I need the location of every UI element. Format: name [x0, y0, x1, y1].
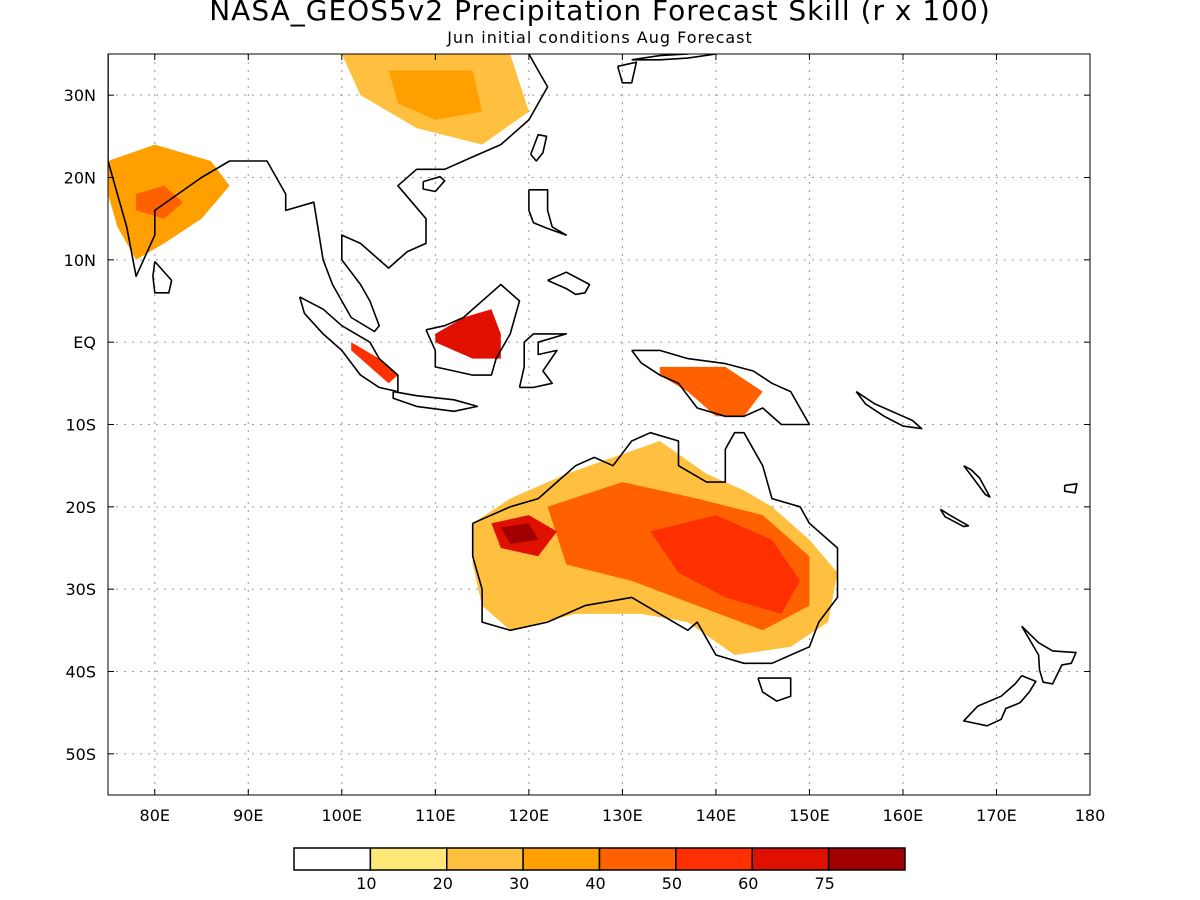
coastline-solomon: [855, 390, 923, 430]
coastline-vanuatu: [963, 464, 991, 498]
lat-tick-label: EQ: [73, 333, 96, 352]
coastline-japan-kyushu: [616, 61, 638, 84]
coastline-tasmania: [757, 677, 792, 702]
colorbar-swatch: [675, 847, 753, 871]
coastline-hainan: [422, 175, 446, 193]
colorbar-label: 75: [814, 874, 834, 893]
coastline-java: [392, 390, 479, 413]
lon-tick-label: 90E: [233, 806, 263, 825]
skill-shading: [108, 54, 838, 655]
colorbar-swatch: [446, 847, 524, 871]
coastline-mindanao: [547, 271, 591, 296]
lat-tick-label: 20S: [65, 498, 96, 517]
coastline-new-caledonia: [939, 508, 970, 528]
lat-tick-label: 20N: [64, 169, 96, 188]
coastline-taiwan: [529, 133, 548, 162]
lat-tick-label: 10N: [64, 251, 96, 270]
lon-tick-label: 170E: [976, 806, 1017, 825]
colorbar-swatch: [827, 847, 906, 871]
coastline-fiji: [1063, 482, 1078, 494]
coastline-sri-lanka: [152, 260, 173, 294]
colorbar-swatch: [751, 847, 830, 871]
coastline-asia-mainland: [108, 54, 549, 333]
lon-tick-label: 80E: [140, 806, 170, 825]
coastline-nz-north: [1021, 625, 1077, 685]
map-frame: [107, 53, 1091, 796]
colorbar-swatch: [369, 847, 448, 871]
coastline-australia: [471, 431, 839, 665]
lon-tick-label: 110E: [415, 806, 456, 825]
lat-tick-label: 30S: [65, 580, 96, 599]
colorbar: 10 20 30 40 50 60 75: [293, 847, 906, 893]
coastline-sumatra: [298, 296, 399, 393]
colorbar-label: 40: [585, 874, 605, 893]
colorbar-swatch: [522, 847, 601, 871]
lon-tick-label: 160E: [883, 806, 924, 825]
axis-ticks: 80E 90E 100E 110E 120E 130E 140E 150E 160E 170E 18…: [64, 54, 1106, 825]
colorbar-label: 60: [738, 874, 758, 893]
skill-region-sumatra: [351, 342, 398, 384]
colorbar-label: 20: [433, 874, 453, 893]
lon-tick-label: 100E: [321, 806, 362, 825]
skill-region-china-core: [388, 70, 483, 120]
colorbar-label: 50: [662, 874, 682, 893]
map-subtitle: Jun initial conditions Aug Forecast: [447, 28, 753, 47]
lat-tick-label: 10S: [65, 416, 96, 435]
lat-tick-label: 50S: [65, 745, 96, 764]
coastline-japan-honshu: [631, 54, 717, 61]
skill-region-borneo: [435, 309, 501, 359]
coastline-borneo: [425, 283, 521, 376]
colorbar-label: 30: [509, 874, 529, 893]
lon-tick-label: 150E: [789, 806, 830, 825]
colorbar-label: 10: [356, 874, 376, 893]
lat-tick-label: 40S: [65, 663, 96, 682]
coastline-new-guinea: [631, 349, 811, 426]
colorbar-swatch: [598, 847, 677, 871]
coastline-luzon: [528, 189, 568, 236]
lon-tick-label: 180: [1075, 806, 1106, 825]
skill-region-india-core: [136, 185, 183, 219]
skill-region-png: [659, 366, 763, 417]
lat-tick-label: 30N: [64, 86, 96, 105]
colorbar-swatch: [293, 847, 372, 871]
gridlines: [108, 54, 1090, 795]
map-title: NASA_GEOS5v2 Precipitation Forecast Skil…: [209, 0, 991, 27]
lon-tick-label: 140E: [696, 806, 737, 825]
coastline-sulawesi: [518, 333, 568, 389]
skill-region-aus-inner: [650, 515, 801, 614]
skill-region-aus-west-core: [500, 523, 539, 544]
coastlines: [108, 54, 1078, 727]
lon-tick-label: 130E: [602, 806, 643, 825]
lon-tick-label: 120E: [509, 806, 550, 825]
coastline-nz-south: [962, 674, 1037, 727]
